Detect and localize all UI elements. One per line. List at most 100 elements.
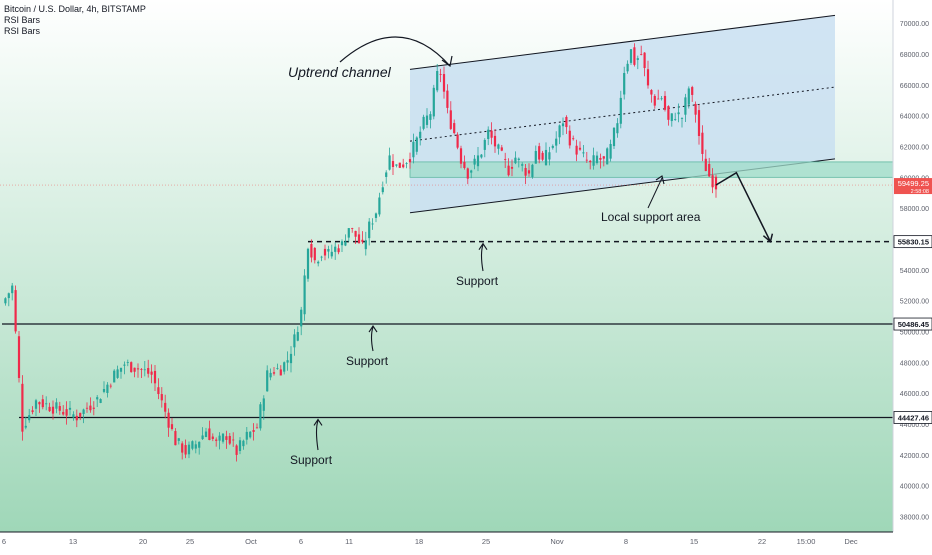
y-tick-label: 52000.00 <box>900 299 929 306</box>
candle-body <box>667 106 670 120</box>
candle <box>208 420 211 441</box>
candle-body <box>432 87 435 117</box>
candle-body <box>364 240 367 250</box>
candle <box>466 167 469 185</box>
y-tick-label: 58000.00 <box>900 206 929 213</box>
candle <box>283 361 286 375</box>
candle <box>21 375 24 441</box>
candle-body <box>541 152 544 160</box>
x-tick-label: Oct <box>245 537 258 546</box>
candle-body <box>497 144 500 149</box>
candle-body <box>347 228 350 238</box>
candle <box>592 147 595 170</box>
candle-body <box>357 234 361 244</box>
candle <box>534 145 537 164</box>
candle-body <box>245 431 248 440</box>
candle-body <box>235 445 238 455</box>
candle <box>436 63 439 93</box>
candle <box>378 192 381 217</box>
candle-body <box>177 438 180 441</box>
x-tick-label: 25 <box>186 537 194 546</box>
candle <box>164 394 167 419</box>
candle-body <box>4 298 7 304</box>
candle-body <box>524 167 527 176</box>
candle <box>116 365 119 379</box>
candle <box>174 428 177 446</box>
candle-body <box>670 113 673 122</box>
candle-body <box>493 135 497 147</box>
candle <box>415 136 418 155</box>
candle <box>697 104 701 145</box>
candle-body <box>704 158 707 172</box>
y-axis[interactable]: 38000.00 40000.00 42000.00 44000.00 46000.00… <box>892 0 932 550</box>
candle-body <box>85 407 89 409</box>
candle <box>113 369 116 383</box>
candle-body <box>147 368 150 374</box>
candle-body <box>255 427 259 429</box>
candle <box>497 143 500 155</box>
candle <box>123 361 126 375</box>
candle-body <box>534 150 537 164</box>
candle-body <box>215 439 218 441</box>
candle-body <box>306 248 310 279</box>
candle-body <box>194 444 197 449</box>
candle <box>558 124 561 145</box>
candle <box>235 444 238 462</box>
candle-body <box>636 58 639 60</box>
indicator-rsi-bars-1[interactable]: RSI Bars <box>4 15 41 25</box>
candle-body <box>160 394 163 401</box>
support-price-badge[interactable]: 50486.45 <box>898 320 929 329</box>
candle-body <box>538 146 541 160</box>
candle <box>157 378 160 400</box>
support-price-badge[interactable]: 44427.46 <box>898 413 929 422</box>
candle <box>218 432 221 450</box>
candle-body <box>113 370 116 383</box>
candle <box>402 158 405 169</box>
candle <box>398 162 401 169</box>
candle-body <box>211 436 214 439</box>
candle <box>147 359 150 378</box>
candle-body <box>640 54 643 55</box>
candle <box>578 141 582 151</box>
candle <box>17 331 21 383</box>
candle-body <box>711 175 714 188</box>
candle-body <box>694 103 697 115</box>
candle-body <box>623 72 626 95</box>
projection-path <box>715 171 772 242</box>
candle-body <box>487 129 490 139</box>
candle <box>344 234 347 247</box>
candle <box>293 329 296 356</box>
x-tick-label: Dec <box>844 537 858 546</box>
candle-body <box>300 309 303 327</box>
x-axis[interactable]: 6 13 20 25 Oct 6 11 18 25 Nov 8 15 22 15:00 Dec <box>0 531 893 550</box>
candle <box>704 149 707 172</box>
candle-body <box>405 163 408 164</box>
candle <box>38 401 41 413</box>
support-pointer-shaft <box>370 326 374 352</box>
current-price-badge-bg <box>894 178 932 195</box>
candle <box>459 145 463 169</box>
candle <box>425 108 429 129</box>
candle <box>691 85 694 102</box>
candle-body <box>11 285 14 294</box>
candle <box>568 125 571 149</box>
support-price-badge[interactable]: 55830.15 <box>898 238 929 247</box>
x-tick-label: 18 <box>415 537 423 546</box>
candle <box>551 144 554 150</box>
candle-body <box>164 402 167 412</box>
candle <box>330 244 333 259</box>
uptrend-curve-arrowhead <box>441 55 453 68</box>
indicator-rsi-bars-2[interactable]: RSI Bars <box>4 26 41 36</box>
candle-body <box>198 441 201 448</box>
symbol-title[interactable]: Bitcoin / U.S. Dollar, 4h, BITSTAMP <box>4 4 146 14</box>
candle-body <box>687 88 690 105</box>
candle <box>572 135 575 141</box>
current-price-badge[interactable]: 59499.25 <box>898 179 929 188</box>
candle-body <box>99 399 102 403</box>
candle-body <box>612 127 616 147</box>
candle-body <box>232 439 235 441</box>
candle <box>419 126 422 146</box>
candle <box>480 154 483 159</box>
